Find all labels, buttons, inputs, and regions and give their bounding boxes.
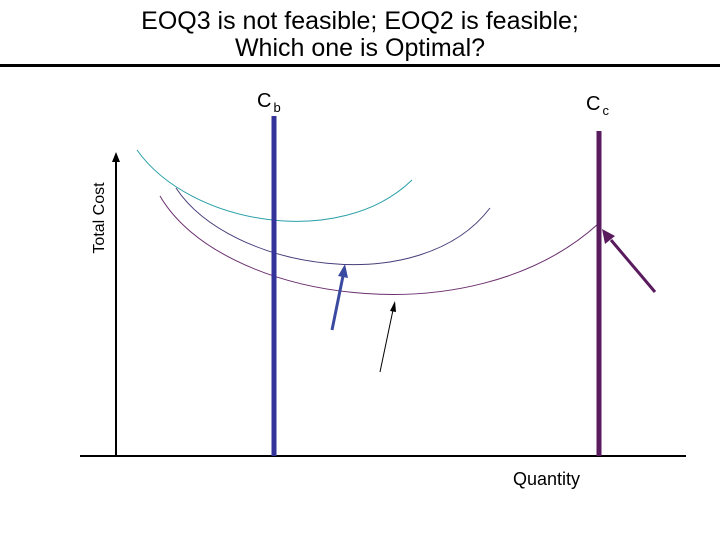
total-cost-curve-top: [136, 149, 413, 222]
arrow-to-eoq2-head: [338, 264, 348, 278]
title-line-2: Which one is Optimal?: [234, 34, 486, 62]
x-axis-label: Quantity: [513, 469, 581, 489]
arrow-to-cc-point-head: [602, 229, 615, 244]
constraint-label-cb-main: C: [257, 90, 272, 112]
constraint-label-cc-sub: c: [602, 103, 609, 118]
total-cost-curve-middle: [175, 187, 491, 266]
arrow-to-cc-point: [609, 239, 657, 293]
arrow-to-eoq3: [379, 309, 394, 373]
title-line-1: EOQ3 is not feasible; EOQ2 is feasible;: [141, 7, 579, 35]
y-axis-arrowhead: [112, 152, 120, 162]
title-underline: [0, 64, 720, 67]
page-title: EOQ3 is not feasible; EOQ2 is feasible; …: [0, 8, 720, 62]
constraint-label-cb-sub: b: [273, 100, 281, 115]
y-axis-label: Total Cost: [91, 182, 108, 254]
constraint-label-cc-main: C: [586, 93, 601, 115]
arrow-to-eoq2: [330, 275, 345, 331]
arrow-to-eoq3-head: [390, 301, 396, 312]
total-cost-curve-bottom: [159, 195, 599, 295]
